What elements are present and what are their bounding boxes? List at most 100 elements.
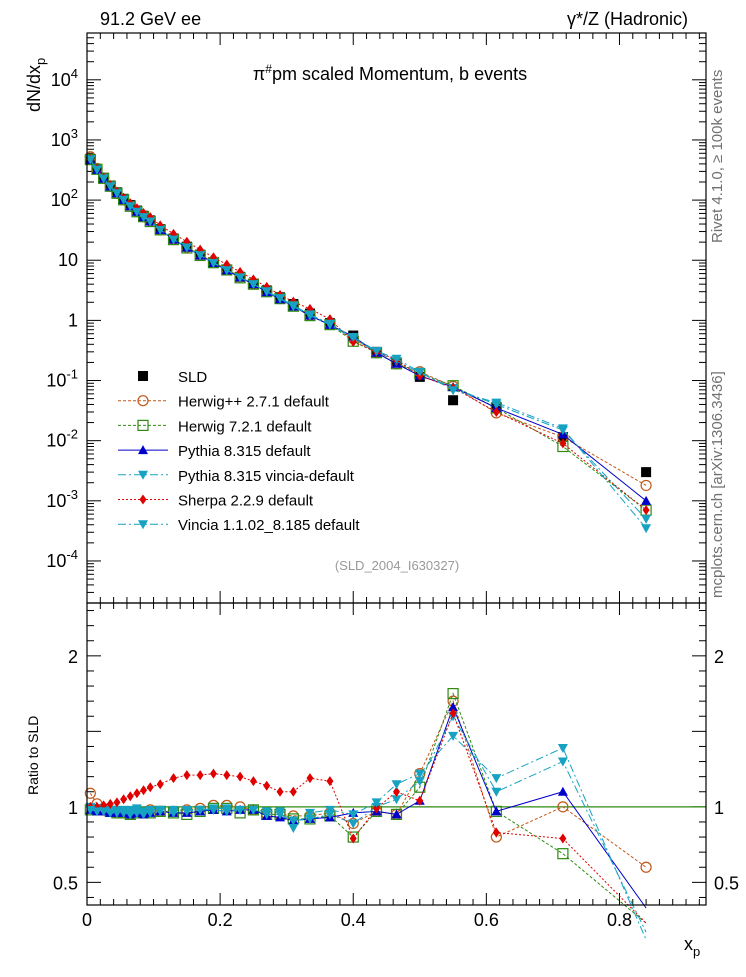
- y-tick-exponent: -4: [66, 547, 78, 562]
- ratio-point-pythia-8-315-default: [557, 786, 568, 796]
- ratio-y-tick-label-right: 0.5: [714, 873, 739, 893]
- y-tick-label: 10: [58, 250, 78, 270]
- x-tick-label: 0: [82, 910, 92, 930]
- side-rivet-label: Rivet 4.1.0, ≥ 100k events: [709, 70, 726, 243]
- point-sld: [641, 467, 652, 478]
- ratio-point-vincia-1-1-02-8-185-default: [261, 807, 272, 817]
- ratio-point-vincia-1-1-02-8-185-default: [91, 807, 102, 817]
- ratio-point-sherpa-2-2-9-default: [249, 776, 257, 787]
- y-tick-label: 103: [51, 126, 78, 150]
- point-vincia-1-1-02-8-185-default: [118, 195, 129, 205]
- point-vincia-1-1-02-8-185-default: [371, 346, 382, 356]
- ratio-point-vincia-1-1-02-8-185-default: [125, 810, 136, 820]
- ratio-point-pythia-8-315-vincia-default: [324, 810, 335, 820]
- ratio-point-vincia-1-1-02-8-185-default: [111, 808, 122, 818]
- ratio-point-pythia-8-315-vincia-default: [557, 757, 568, 767]
- ratio-point-sherpa-2-2-9-default: [349, 833, 357, 844]
- ratio-point-pythia-8-315-vincia-default: [131, 804, 142, 814]
- x-tick-label: 0.2: [208, 910, 233, 930]
- ratio-ylabel: Ratio to SLD: [25, 716, 41, 795]
- legend-marker-sld: [138, 371, 148, 381]
- ratio-point-sherpa-2-2-9-default: [326, 776, 334, 787]
- point-vincia-1-1-02-8-185-default: [155, 225, 166, 235]
- point-sherpa-2-2-9-default: [492, 406, 500, 417]
- x-tick-label: 0.8: [607, 910, 632, 930]
- legend-label-vincia-1-1-02-8-185-default: Vincia 1.1.02_8.185 default: [178, 517, 360, 534]
- y-tick-label: 104: [51, 66, 78, 90]
- ratio-point-sherpa-2-2-9-default: [559, 833, 567, 844]
- legend-marker-herwig-7-2-1-default: [137, 419, 149, 431]
- legend-marker-pythia-8-315-vincia-default: [138, 470, 148, 480]
- ratio-y-tick-label: 0.5: [53, 873, 78, 893]
- ratio-point-vincia-1-1-02-8-185-default: [195, 805, 206, 815]
- ratio-point-pythia-8-315-vincia-default: [391, 795, 402, 805]
- ratio-point-vincia-1-1-02-8-185-default: [288, 823, 299, 833]
- legend: SLD Herwig++ 2.7.1 default Herwig 7.2.1 de…: [118, 369, 360, 534]
- ratio-point-sherpa-2-2-9-default: [113, 797, 121, 808]
- y-tick-label: 10-3: [46, 487, 78, 511]
- point-vincia-1-1-02-8-185-default: [125, 202, 136, 212]
- point-vincia-1-1-02-8-185-default: [324, 319, 335, 329]
- ratio-point-sherpa-2-2-9-default: [289, 786, 297, 797]
- legend-label-herwig-7-2-1-default: Herwig 7.2.1 default: [178, 418, 312, 435]
- point-vincia-1-1-02-8-185-default: [304, 310, 315, 320]
- header-energy: 91.2 GeV ee: [100, 9, 201, 29]
- ratio-point-sherpa-2-2-9-default: [183, 770, 191, 781]
- point-vincia-1-1-02-8-185-default: [98, 174, 109, 184]
- ratio-point-pythia-8-315-vincia-default: [414, 777, 425, 787]
- ratio-point-sherpa-2-2-9-default: [140, 785, 148, 796]
- ratio-axes: 0 0.2 0.4 0.6 0.8 0.5 0.5 1 1 2 2: [53, 603, 739, 930]
- series-line-sherpa-2-2-9-default: [89, 158, 647, 511]
- point-vincia-1-1-02-8-185-default: [641, 524, 652, 534]
- ratio-point-herwig-2-7-1-default: [640, 861, 652, 873]
- point-vincia-1-1-02-8-185-default: [91, 165, 102, 175]
- point-vincia-1-1-02-8-185-default: [391, 354, 402, 364]
- y-tick-label: 10-1: [46, 367, 78, 391]
- point-sld: [448, 395, 459, 406]
- y-tick-label: 1: [68, 310, 78, 330]
- ratio-point-sherpa-2-2-9-default: [106, 798, 114, 809]
- point-vincia-1-1-02-8-185-default: [448, 386, 459, 396]
- point-herwig-2-7-1-default: [640, 479, 652, 492]
- ratio-point-sherpa-2-2-9-default: [209, 768, 217, 779]
- legend-marker-pythia-8-315-default: [138, 445, 148, 455]
- point-vincia-1-1-02-8-185-default: [145, 217, 156, 227]
- ratio-point-vincia-1-1-02-8-185-default: [248, 805, 259, 815]
- point-vincia-1-1-02-8-185-default: [288, 301, 299, 311]
- main-ylabel: dN/dxp: [24, 58, 48, 112]
- ratio-point-vincia-1-1-02-8-185-default: [181, 807, 192, 817]
- ratio-point-herwig-7-2-1-default: [447, 687, 459, 700]
- ratio-point-pythia-8-315-vincia-default: [288, 816, 299, 826]
- y-tick-exponent: -1: [66, 367, 78, 382]
- ratio-point-sherpa-2-2-9-default: [236, 771, 244, 782]
- y-tick-exponent: -3: [66, 487, 78, 502]
- main-watermark: (SLD_2004_I630327): [335, 558, 459, 573]
- header-process: γ*/Z (Hadronic): [567, 9, 688, 29]
- ratio-point-sherpa-2-2-9-default: [276, 786, 284, 797]
- side-mcplots-label: mcplots.cern.ch [arXiv:1306.3436]: [709, 371, 726, 598]
- ratio-point-vincia-1-1-02-8-185-default: [448, 731, 459, 741]
- point-vincia-1-1-02-8-185-default: [235, 273, 246, 283]
- ratio-point-sherpa-2-2-9-default: [120, 794, 128, 805]
- point-vincia-1-1-02-8-185-default: [491, 398, 502, 408]
- legend-label-pythia-8-315-default: Pythia 8.315 default: [178, 443, 311, 460]
- ratio-point-sherpa-2-2-9-default: [126, 791, 134, 802]
- y-tick-label: 10-2: [46, 427, 78, 451]
- ratio-point-herwig-2-7-1-default: [557, 801, 569, 813]
- point-vincia-1-1-02-8-185-default: [111, 189, 122, 199]
- ratio-series-layer: [84, 687, 652, 940]
- x-axis-label: xp: [684, 934, 700, 959]
- point-vincia-1-1-02-8-185-default: [248, 280, 259, 290]
- ratio-point-vincia-1-1-02-8-185-default: [221, 807, 232, 817]
- y-tick-exponent: 3: [71, 126, 78, 141]
- legend-label-sherpa-2-2-9-default: Sherpa 2.2.9 default: [178, 493, 314, 510]
- ratio-point-sherpa-2-2-9-default: [393, 786, 400, 797]
- ratio-point-vincia-1-1-02-8-185-default: [235, 805, 246, 815]
- series-line-pythia-8-315-vincia-default: [89, 158, 647, 520]
- point-vincia-1-1-02-8-185-default: [85, 155, 96, 165]
- ratio-point-vincia-1-1-02-8-185-default: [414, 769, 425, 779]
- ratio-point-pythia-8-315-default: [391, 809, 402, 819]
- ratio-point-vincia-1-1-02-8-185-default: [138, 810, 149, 820]
- main-axes: 10-4 10-3 10-2 10-1 1 10 102 103 104: [46, 32, 706, 604]
- legend-marker-herwig-2-7-1-default: [137, 395, 149, 407]
